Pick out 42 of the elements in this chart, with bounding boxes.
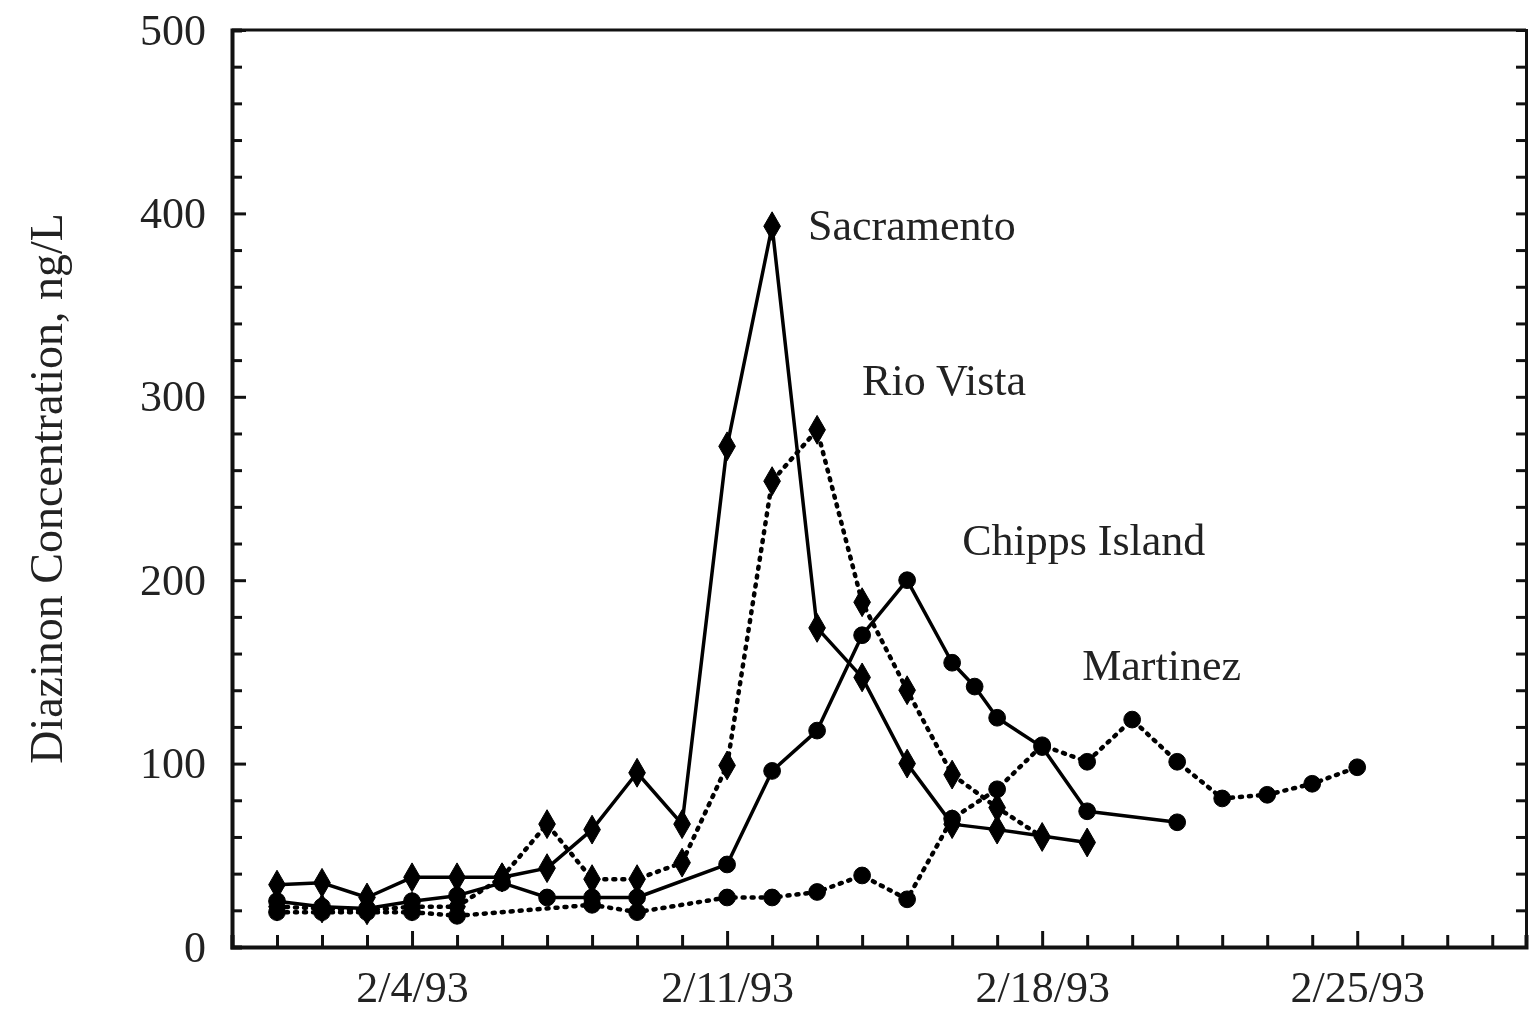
y-tick-label: 100	[140, 739, 206, 789]
point	[763, 888, 781, 907]
y-tick-label: 400	[140, 188, 206, 238]
point	[1168, 752, 1187, 771]
point	[943, 653, 962, 672]
series-label: Rio Vista	[862, 355, 1027, 405]
point	[1213, 789, 1232, 808]
y-tick-label: 500	[140, 5, 206, 55]
point	[628, 903, 646, 922]
point	[718, 888, 736, 907]
series-label: Sacramento	[808, 201, 1016, 251]
point	[1168, 813, 1187, 832]
point	[898, 890, 916, 909]
y-tick-label: 300	[140, 372, 206, 422]
point	[965, 677, 984, 696]
series-label: Chipps Island	[962, 516, 1206, 566]
point	[718, 855, 736, 874]
point	[988, 708, 1007, 727]
y-tick-label: 200	[140, 555, 206, 605]
series-label: Martinez	[1082, 640, 1241, 690]
x-tick-label: 2/11/93	[661, 963, 795, 1013]
point	[763, 762, 781, 780]
point	[628, 888, 646, 907]
point	[853, 866, 871, 885]
point	[1078, 752, 1097, 771]
point	[853, 626, 871, 645]
point	[988, 780, 1007, 799]
x-tick-label: 2/25/93	[1290, 963, 1425, 1013]
x-tick-label: 2/18/93	[975, 963, 1110, 1013]
point	[1123, 710, 1142, 729]
point	[808, 883, 826, 901]
y-axis-title: Diazinon Concentration, ng/L	[21, 213, 72, 764]
point	[538, 888, 556, 907]
y-tick-label: 0	[184, 922, 206, 972]
point	[808, 721, 826, 740]
point	[1258, 785, 1277, 804]
point	[1078, 802, 1097, 821]
point	[898, 571, 916, 590]
point	[1348, 758, 1367, 777]
point	[448, 886, 466, 905]
x-tick-label: 2/4/93	[356, 963, 469, 1013]
point	[1303, 774, 1322, 793]
